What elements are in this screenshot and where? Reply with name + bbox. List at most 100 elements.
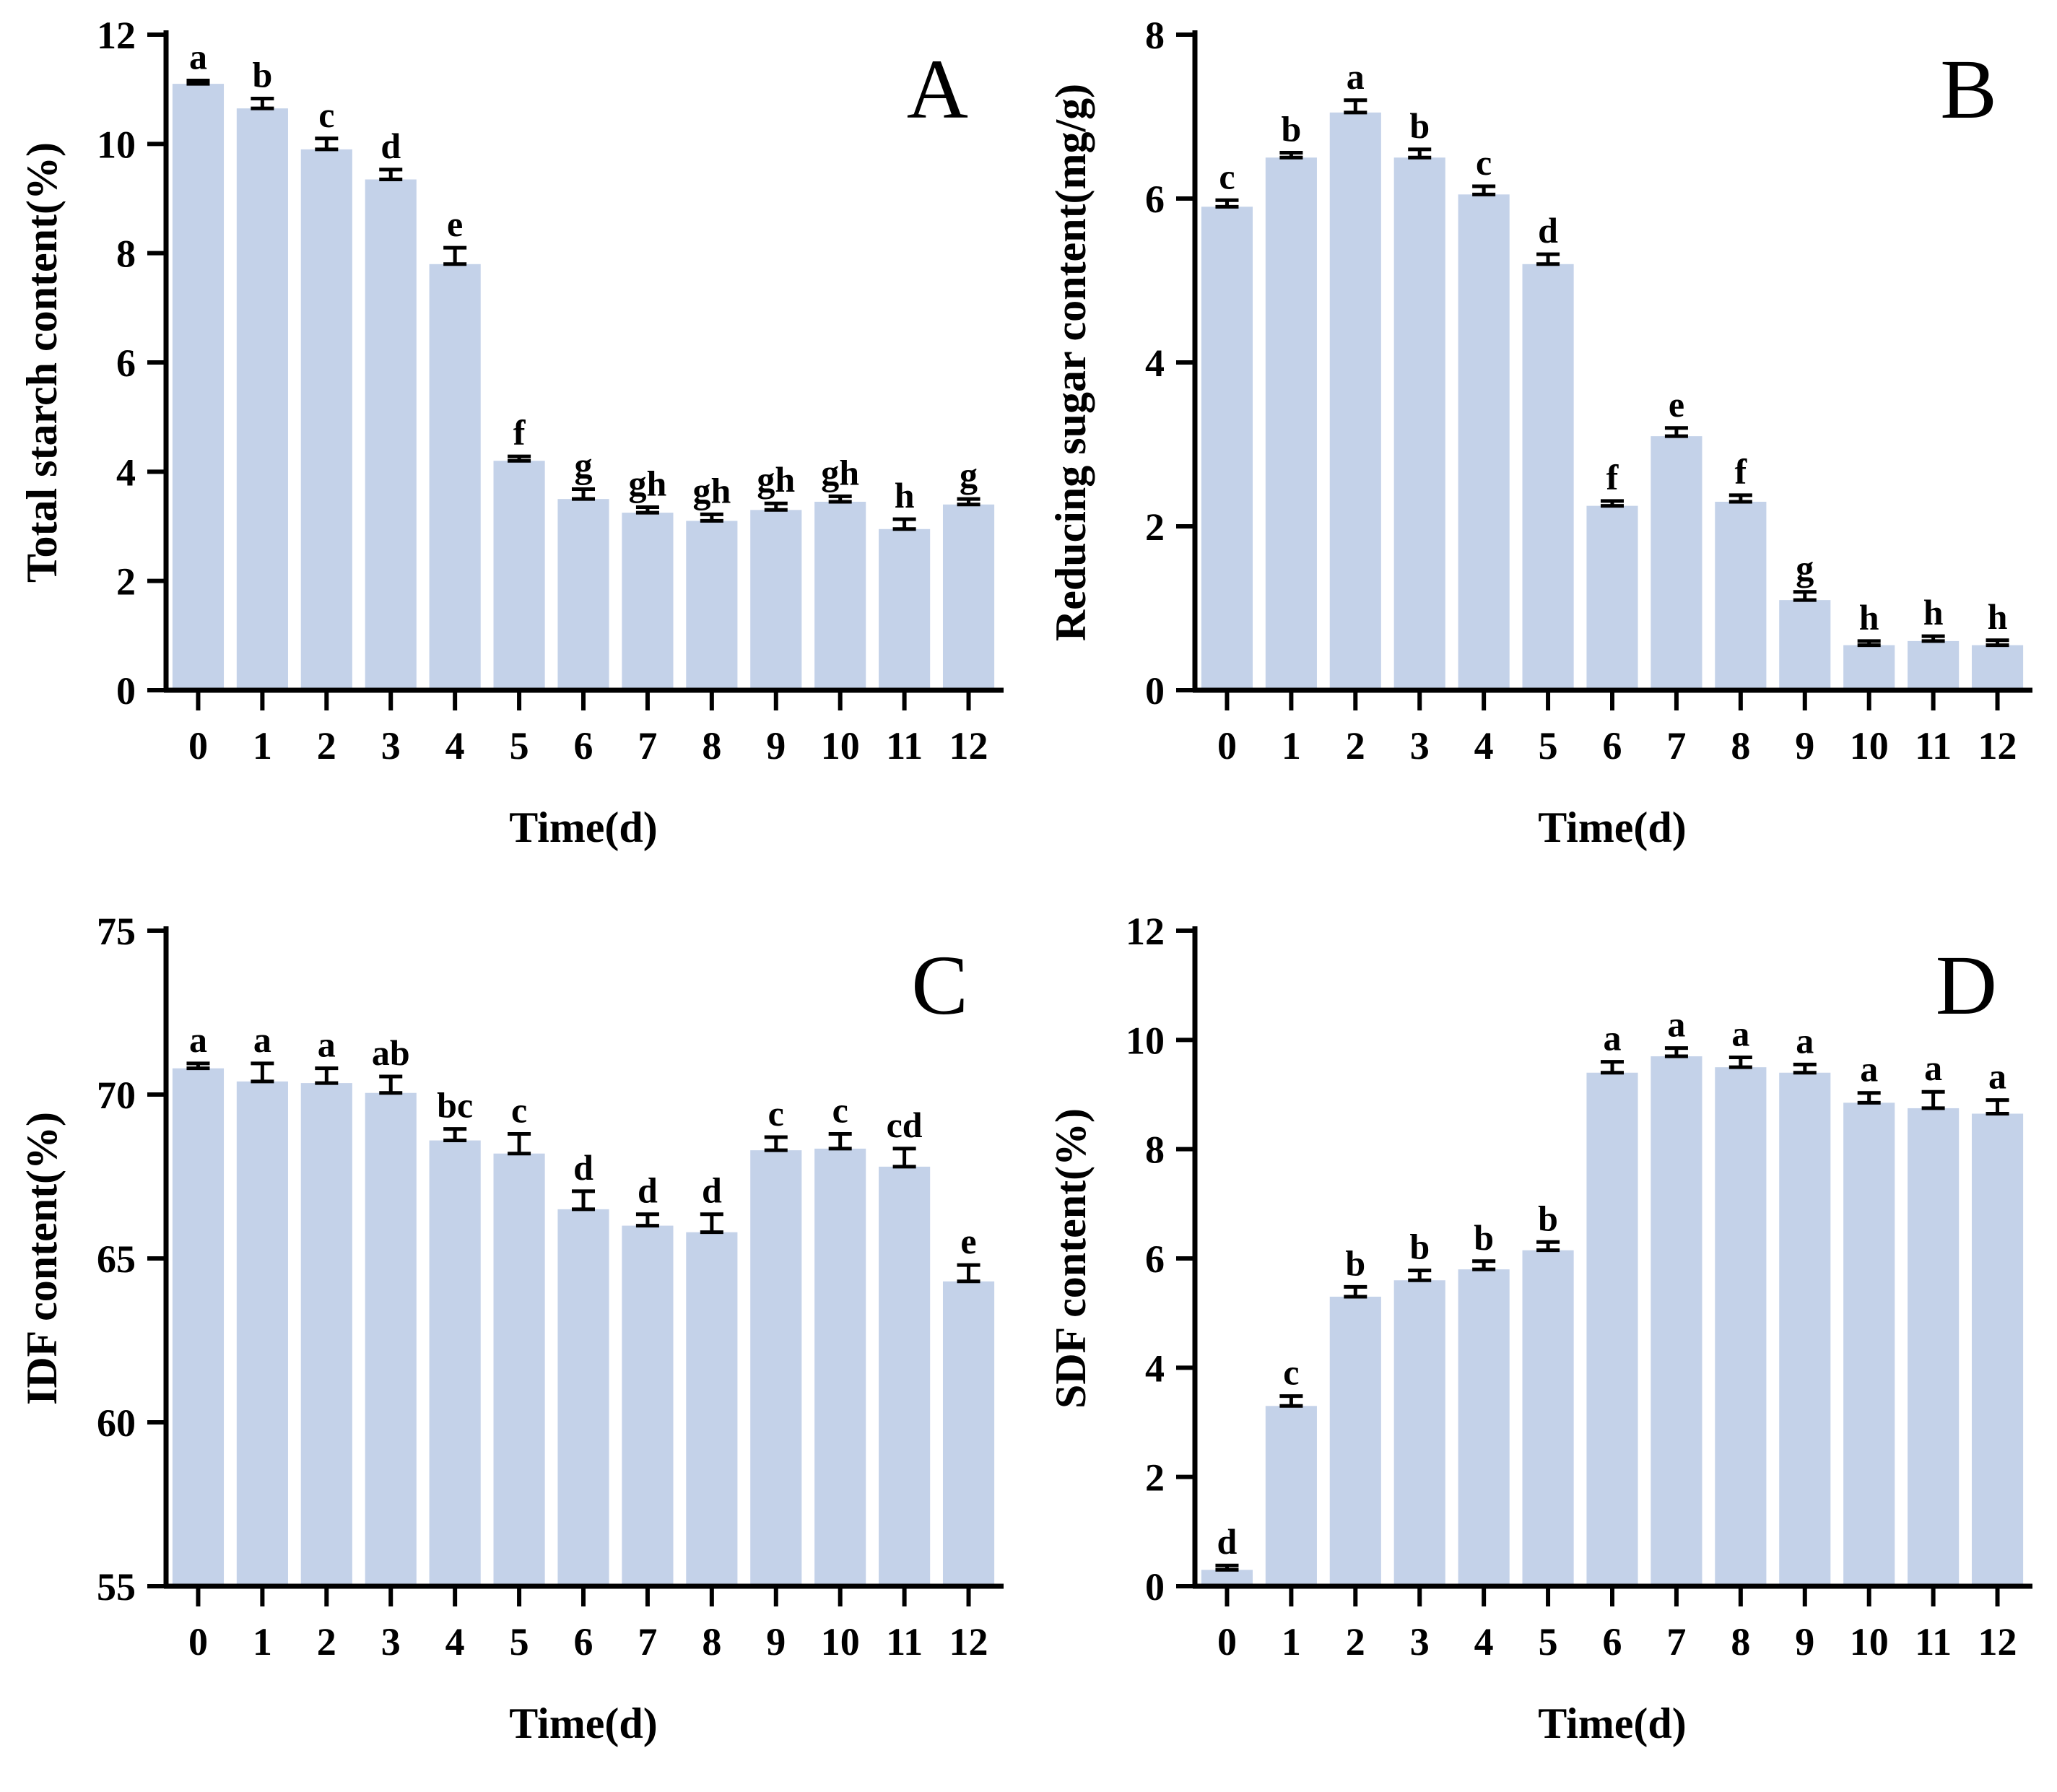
bar bbox=[1393, 1280, 1445, 1586]
x-tick-label: 0 bbox=[1217, 1620, 1237, 1663]
error-bar bbox=[1215, 198, 1239, 209]
bar bbox=[557, 499, 609, 690]
y-tick-label: 2 bbox=[1145, 1456, 1165, 1500]
significance-letter: d bbox=[1217, 1521, 1238, 1562]
error-bar bbox=[443, 1127, 467, 1143]
significance-letter: a bbox=[1731, 1014, 1749, 1054]
bar bbox=[1586, 1072, 1638, 1586]
bar bbox=[1393, 157, 1445, 690]
x-axis-title: Time(d) bbox=[509, 804, 658, 851]
y-axis-title: Total starch content(%) bbox=[18, 142, 66, 583]
x-axis-title: Time(d) bbox=[1538, 804, 1687, 851]
error-bar bbox=[828, 1131, 852, 1151]
x-tick-label: 2 bbox=[1346, 724, 1365, 767]
x-tick-label: 5 bbox=[510, 724, 529, 767]
x-tick-label: 8 bbox=[1731, 1620, 1750, 1663]
x-tick-label: 1 bbox=[253, 1620, 272, 1663]
significance-letter: b bbox=[1538, 1198, 1558, 1238]
bar bbox=[236, 108, 288, 690]
error-bar bbox=[1793, 1062, 1817, 1075]
bar bbox=[1586, 505, 1638, 690]
error-bar bbox=[186, 79, 210, 86]
panel-total-starch-chart: a b c d e f g gh gh gh gh h g 0 2 4 6 8 10 12 0 1 2 3 4 5 6 7 8 9 10 11… bbox=[0, 0, 1028, 896]
y-axis-title: IDF content(%) bbox=[18, 1112, 66, 1405]
error-bar bbox=[635, 505, 659, 515]
x-axis-title: Time(d) bbox=[509, 1700, 658, 1747]
significance-letter: g bbox=[575, 445, 593, 486]
bar bbox=[814, 1148, 866, 1586]
significance-letter: a bbox=[189, 1019, 207, 1060]
significance-letter: a bbox=[1604, 1018, 1622, 1058]
x-tick-label: 2 bbox=[317, 724, 336, 767]
x-tick-label: 11 bbox=[886, 1620, 923, 1663]
significance-letter: d bbox=[380, 126, 401, 166]
panel-letter: A bbox=[907, 42, 968, 136]
x-tick-label: 7 bbox=[638, 1620, 657, 1663]
bar bbox=[686, 1232, 738, 1586]
error-bar bbox=[1600, 1060, 1625, 1075]
x-tick-label: 12 bbox=[949, 1620, 988, 1663]
bar bbox=[1265, 157, 1317, 690]
error-bar bbox=[186, 1061, 210, 1071]
significance-letter: c bbox=[318, 95, 334, 135]
x-tick-label: 1 bbox=[253, 724, 272, 767]
significance-letter: h bbox=[1988, 596, 2008, 637]
x-tick-label: 4 bbox=[445, 724, 465, 767]
bar bbox=[236, 1081, 288, 1586]
y-tick-label: 2 bbox=[1145, 505, 1165, 549]
significance-letter: c bbox=[1219, 156, 1235, 196]
panel-idf-content-chart: a a a ab bc c d d d c c cd e 55 60 65 70 75 0 1 2 3 4 5 6 7 8 9 10 11… bbox=[0, 896, 1028, 1792]
x-tick-label: 11 bbox=[1915, 1620, 1952, 1663]
significance-letter: e bbox=[960, 1221, 976, 1261]
error-bar bbox=[571, 1189, 596, 1212]
bar bbox=[365, 1092, 417, 1586]
significance-letter: bc bbox=[437, 1085, 473, 1126]
y-tick-label: 10 bbox=[1126, 1019, 1165, 1062]
bar bbox=[1522, 264, 1574, 690]
error-bar bbox=[764, 1135, 788, 1152]
y-tick-label: 70 bbox=[97, 1074, 136, 1117]
error-bar bbox=[700, 512, 723, 523]
significance-letter: f bbox=[1735, 451, 1748, 492]
bar bbox=[1458, 1269, 1510, 1586]
bar bbox=[172, 84, 225, 691]
significance-letter: g bbox=[960, 455, 978, 495]
error-bar bbox=[379, 1074, 403, 1095]
error-bar bbox=[1986, 1098, 2009, 1115]
significance-letter: cd bbox=[887, 1105, 923, 1145]
x-tick-label: 9 bbox=[766, 1620, 786, 1663]
error-bar bbox=[379, 168, 403, 182]
error-bar bbox=[1279, 150, 1303, 160]
error-bar bbox=[1472, 1259, 1496, 1271]
significance-letter: d bbox=[573, 1147, 593, 1188]
significance-letter: e bbox=[447, 204, 463, 244]
significance-letter: c bbox=[768, 1093, 784, 1134]
x-tick-label: 9 bbox=[766, 724, 786, 767]
error-bar bbox=[1279, 1394, 1303, 1408]
bar bbox=[493, 1153, 545, 1586]
error-bar bbox=[1536, 1240, 1560, 1253]
bar bbox=[1843, 645, 1895, 690]
x-tick-label: 10 bbox=[1850, 1620, 1889, 1663]
bar bbox=[1651, 436, 1702, 690]
x-tick-label: 12 bbox=[1978, 724, 2017, 767]
error-bar bbox=[828, 494, 852, 504]
significance-letter: a bbox=[1347, 56, 1365, 97]
panel-reducing-sugar-chart: c b a b c d f e f g h h h 0 2 4 6 8 0 1 2 3 4 5 6 7 8 9 10 11 12 Reduci… bbox=[1029, 0, 2057, 896]
bar bbox=[1201, 206, 1253, 691]
error-bar bbox=[957, 497, 980, 507]
x-tick-label: 5 bbox=[1539, 1620, 1558, 1663]
bar bbox=[429, 264, 481, 690]
significance-letter: h bbox=[1923, 592, 1944, 632]
x-tick-label: 10 bbox=[1850, 724, 1889, 767]
error-bar bbox=[1793, 590, 1817, 602]
error-bar bbox=[700, 1212, 723, 1235]
significance-letter: a bbox=[1667, 1004, 1685, 1045]
y-tick-label: 60 bbox=[97, 1401, 136, 1445]
significance-letter: gh bbox=[692, 470, 731, 510]
error-bar bbox=[1664, 426, 1688, 438]
significance-letter: ab bbox=[372, 1032, 410, 1073]
x-tick-label: 9 bbox=[1795, 724, 1814, 767]
